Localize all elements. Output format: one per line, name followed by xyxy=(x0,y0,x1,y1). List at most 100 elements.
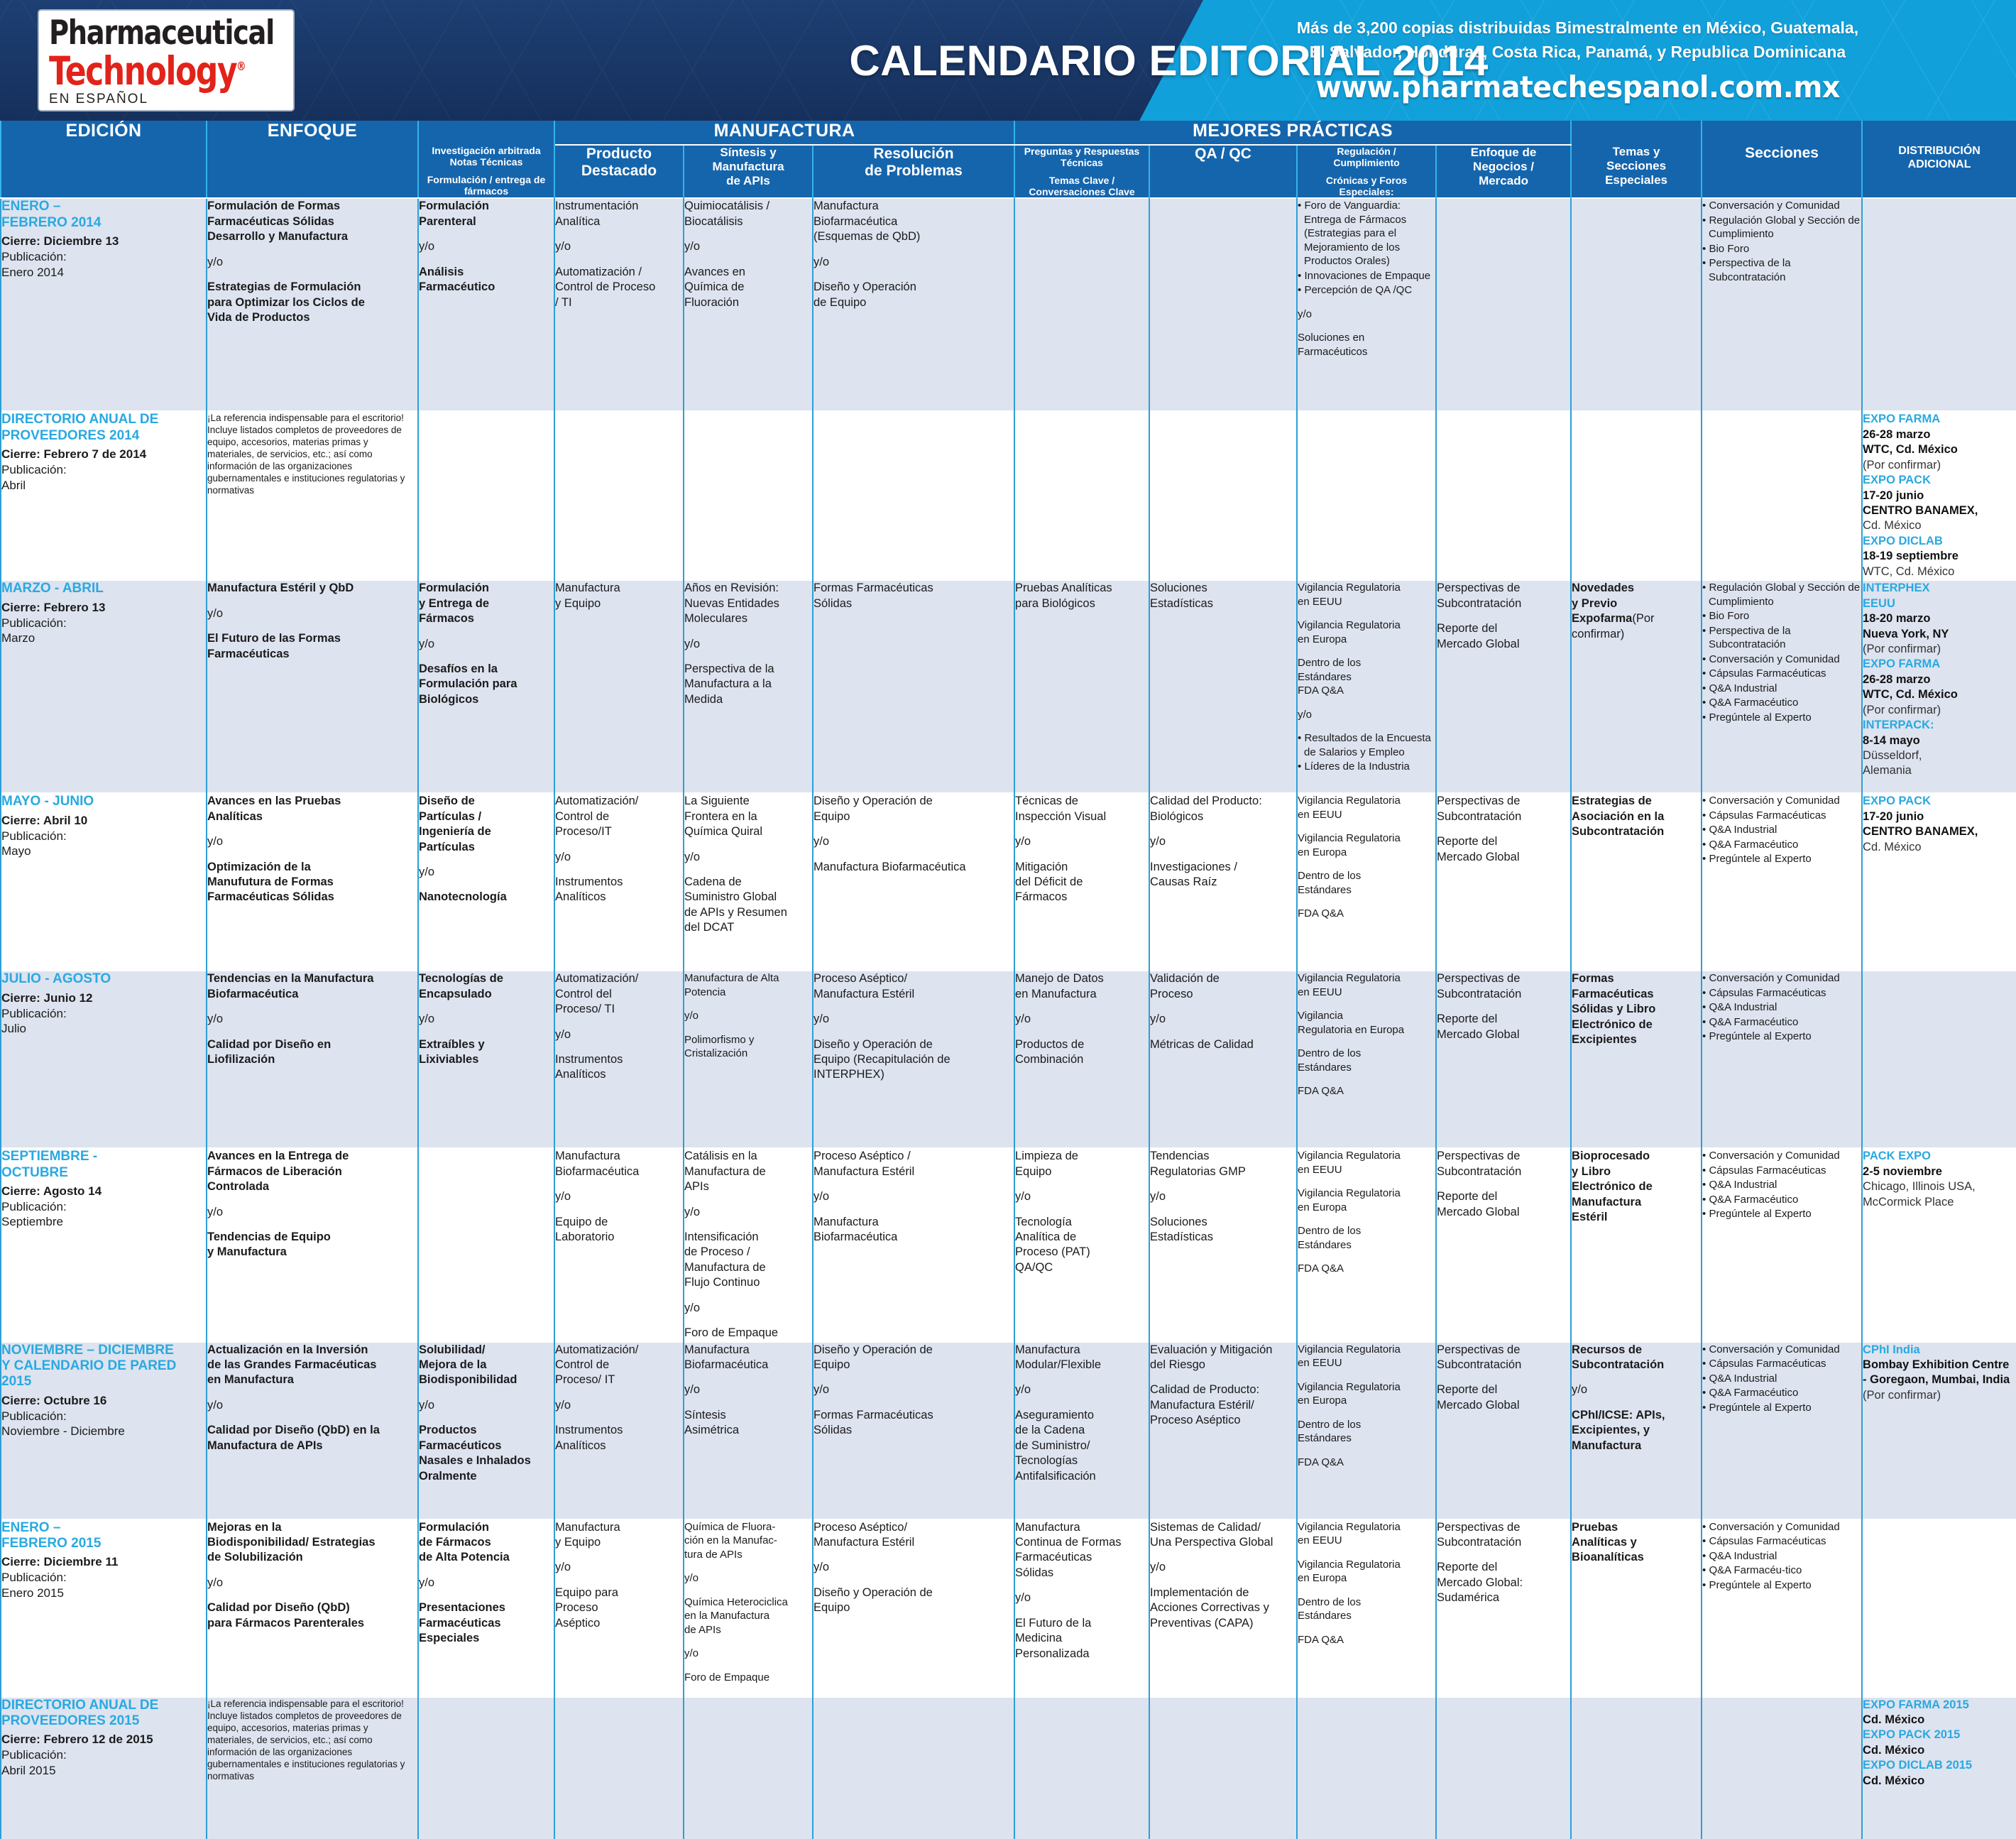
cell-distribucion-adicional xyxy=(1861,197,2016,412)
promo-distribution-line-2: El Salvador, Honduras, Costa Rica, Panam… xyxy=(1309,42,1846,61)
event-name: EXPO PACK 2015 xyxy=(1863,1728,1961,1742)
y-o-separator: y/o xyxy=(813,1383,830,1397)
cell-enfoque-negocios: Perspectivas de Subcontratación Reporte de… xyxy=(1435,1341,1572,1519)
list-item: Cápsulas Farmacéuticas xyxy=(1702,1534,1861,1549)
cell-producto-destacado: Automatización/Control de Proceso/ IT y/o I… xyxy=(554,1341,684,1519)
cell-investigacion-arbitrada: Formulación y Entrega de Fármacos y/o Desafí… xyxy=(417,579,555,794)
cell-qa-qc: Calidad del Producto: Biológicos y/o Invest… xyxy=(1149,792,1298,971)
event-note: (Por confirmar) xyxy=(1863,1388,1941,1402)
y-o-separator: y/o xyxy=(207,1013,224,1026)
list-item: Q&A Farmacéu-tico xyxy=(1702,1564,1861,1578)
col-group-edicion: EDICIÓN xyxy=(0,121,207,200)
event-venue: CENTRO BANAMEX, xyxy=(1863,504,1978,517)
edition-title: DIRECTORIO ANUAL DE PROVEEDORES 2014 xyxy=(1,412,159,443)
list-item: Pregúntele al Experto xyxy=(1702,852,1861,866)
cell-sintesis-apis: Quimiocatálisis / Biocatálisis y/o Avances … xyxy=(683,197,813,412)
event-name: EXPO DICLAB 2015 xyxy=(1863,1759,1973,1772)
table-row: SEPTIEMBRE - OCTUBRE Cierre: Agosto 14 Publ… xyxy=(0,1147,2016,1342)
col-regulacion-cumplimiento: Regulación / Cumplimiento Crónicas y For… xyxy=(1296,145,1437,199)
cell-empty xyxy=(1570,410,1703,581)
event-date: 18-20 marzo xyxy=(1863,612,1931,626)
cell-enfoque-negocios xyxy=(1435,197,1572,412)
event-venue: - Goregaon, Mumbai, India xyxy=(1863,1373,2010,1387)
cell-investigacion-arbitrada: Solubilidad/Mejora de la Biodisponibilida… xyxy=(417,1341,555,1519)
y-o-separator: y/o xyxy=(1015,1383,1031,1397)
cell-edicion: DIRECTORIO ANUAL DE PROVEEDORES 2015 Cierr… xyxy=(0,1696,207,1839)
table-row: JULIO - AGOSTO Cierre: Junio 12 Publicació… xyxy=(0,970,2016,1149)
secciones-list: Conversación y ComunidadCápsulas Farmacé… xyxy=(1702,1520,1861,1593)
list-item: Regulación Global y Sección de Cumplimie… xyxy=(1702,581,1861,609)
cell-preguntas-respuestas: Pruebas Analíticas para Biológicos xyxy=(1014,579,1151,794)
cell-enfoque: Avances en las Pruebas Analíticas y/o Optim… xyxy=(206,792,419,971)
col-enfoque-negocios: Enfoque de Negocios / Mercado xyxy=(1435,145,1572,199)
promo-panel: Más de 3,200 copias distribuidas Bimestr… xyxy=(1139,0,2016,121)
cell-producto-destacado: Manufactura y Equipo y/o Equipo para Proceso… xyxy=(554,1518,684,1697)
edition-publication-date: Publicación: Enero 2015 xyxy=(1,1571,67,1600)
y-o-separator: y/o xyxy=(555,240,571,253)
col-sintesis-manufactura-apis: Síntesis y Manufactura de APIs xyxy=(683,145,813,199)
cell-sintesis-apis: Manufactura Biofarmacéutica y/o Síntesis Asi… xyxy=(683,1341,813,1519)
event-date: 26-28 marzo xyxy=(1863,427,1931,441)
y-o-separator: y/o xyxy=(1015,1013,1031,1026)
cell-producto-destacado: Manufactura y Equipo xyxy=(554,579,684,794)
col-group-blank-4 xyxy=(1861,121,2016,145)
cell-regulacion-cumplimiento: Vigilancia Regulatoria en EEUU Vigilancia … xyxy=(1296,1518,1437,1697)
cell-empty xyxy=(1701,410,1863,581)
edition-title: ENERO – FEBRERO 2014 xyxy=(1,199,102,230)
cell-empty xyxy=(1014,410,1151,581)
y-o-separator: y/o xyxy=(684,637,701,650)
y-o-separator: y/o xyxy=(207,835,224,848)
y-o-separator: y/o xyxy=(813,835,830,848)
cell-preguntas-respuestas: Manufactura Modular/Flexible y/o Aseguramie… xyxy=(1014,1341,1151,1519)
y-o-separator: y/o xyxy=(555,1027,571,1041)
table-row: DIRECTORIO ANUAL DE PROVEEDORES 2015 Cierr… xyxy=(0,1696,2016,1839)
cell-qa-qc: Soluciones Estadísticas xyxy=(1149,579,1298,794)
edition-publication-date: Publicación: Abril 2015 xyxy=(1,1748,67,1777)
edition-publication-date: Publicación: Marzo xyxy=(1,616,67,645)
event-note: Chicago, Illinois USA, McCormick Place xyxy=(1863,1180,1976,1208)
col-group-enfoque: ENFOQUE xyxy=(206,121,419,200)
edition-title: MAYO - JUNIO xyxy=(1,794,94,809)
y-o-separator: y/o xyxy=(1015,835,1031,848)
list-item: Pregúntele al Experto xyxy=(1702,1030,1861,1044)
cell-regulacion-cumplimiento: Vigilancia Regulatoria en EEUU Vigilancia … xyxy=(1296,579,1437,794)
header-sub-row: Investigación arbitrada Notas Técnicas F… xyxy=(1,145,2016,199)
event-entry: EXPO DICLAB 18-19 septiembre WTC, Cd. Méxi… xyxy=(1863,534,2016,579)
cell-regulacion-cumplimiento: Vigilancia Regulatoria en EEUU Vigilancia … xyxy=(1296,792,1437,971)
cell-empty xyxy=(811,410,1016,581)
y-o-separator: y/o xyxy=(555,1561,571,1574)
list-item: Cápsulas Farmacéuticas xyxy=(1702,809,1861,823)
website-url[interactable]: www.pharmatechespanol.com.mx xyxy=(1315,69,1840,104)
cell-enfoque: Formulación de Formas Farmacéuticas Sólid… xyxy=(206,197,419,412)
promo-background xyxy=(1139,0,2016,121)
cell-qa-qc: Tendencias Regulatorias GMP y/o Soluciones E… xyxy=(1149,1147,1298,1342)
col-group-mejores-practicas: MEJORES PRÁCTICAS xyxy=(1014,121,1572,146)
event-date: Bombay Exhibition Centre xyxy=(1863,1358,2010,1371)
edition-title: DIRECTORIO ANUAL DE PROVEEDORES 2015 xyxy=(1,1697,159,1728)
y-o-separator: y/o xyxy=(1572,1383,1588,1397)
list-item: Pregúntele al Experto xyxy=(1702,1401,1861,1415)
edition-publication-date: Publicación: Mayo xyxy=(1,829,67,858)
cell-empty xyxy=(1435,410,1572,581)
col-group-blank-1 xyxy=(417,121,555,145)
list-item: Conversación y Comunidad xyxy=(1702,794,1861,808)
edition-publication-date: Publicación: Septiembre xyxy=(1,1200,67,1229)
y-o-separator: y/o xyxy=(813,255,830,268)
edition-close-date: Cierre: Febrero 7 de 2014 xyxy=(1,447,147,462)
list-item: Conversación y Comunidad xyxy=(1702,653,1861,667)
edition-close-date: Cierre: Abril 10 xyxy=(1,813,88,827)
event-name: PACK EXPO xyxy=(1863,1150,1932,1163)
list-item: Q&A Farmacéutico xyxy=(1702,696,1861,710)
col-qa-qc: QA / QC xyxy=(1149,145,1298,199)
event-note: Cd. México xyxy=(1863,840,1922,853)
list-item: Pregúntele al Experto xyxy=(1702,1207,1861,1221)
event-entry: EXPO FARMA 2015 Cd. México xyxy=(1863,1698,2016,1728)
list-item: Cápsulas Farmacéuticas xyxy=(1702,1357,1861,1371)
event-entry: EXPO FARMA 26-28 marzo WTC, Cd. México (Por… xyxy=(1863,412,2016,473)
cell-sintesis-apis: La Siguiente Frontera en la Química Quiral… xyxy=(683,792,813,971)
y-o-separator: y/o xyxy=(684,1205,701,1218)
cell-secciones: Conversación y ComunidadCápsulas Farmacé… xyxy=(1701,792,1863,971)
cell-producto-destacado: Automatización/Control del Proceso/ TI y/o… xyxy=(554,970,684,1149)
cell-preguntas-respuestas: Técnicas de Inspección Visual y/o Mitigació… xyxy=(1014,792,1151,971)
col-producto-destacado: Producto Destacado xyxy=(554,145,684,199)
